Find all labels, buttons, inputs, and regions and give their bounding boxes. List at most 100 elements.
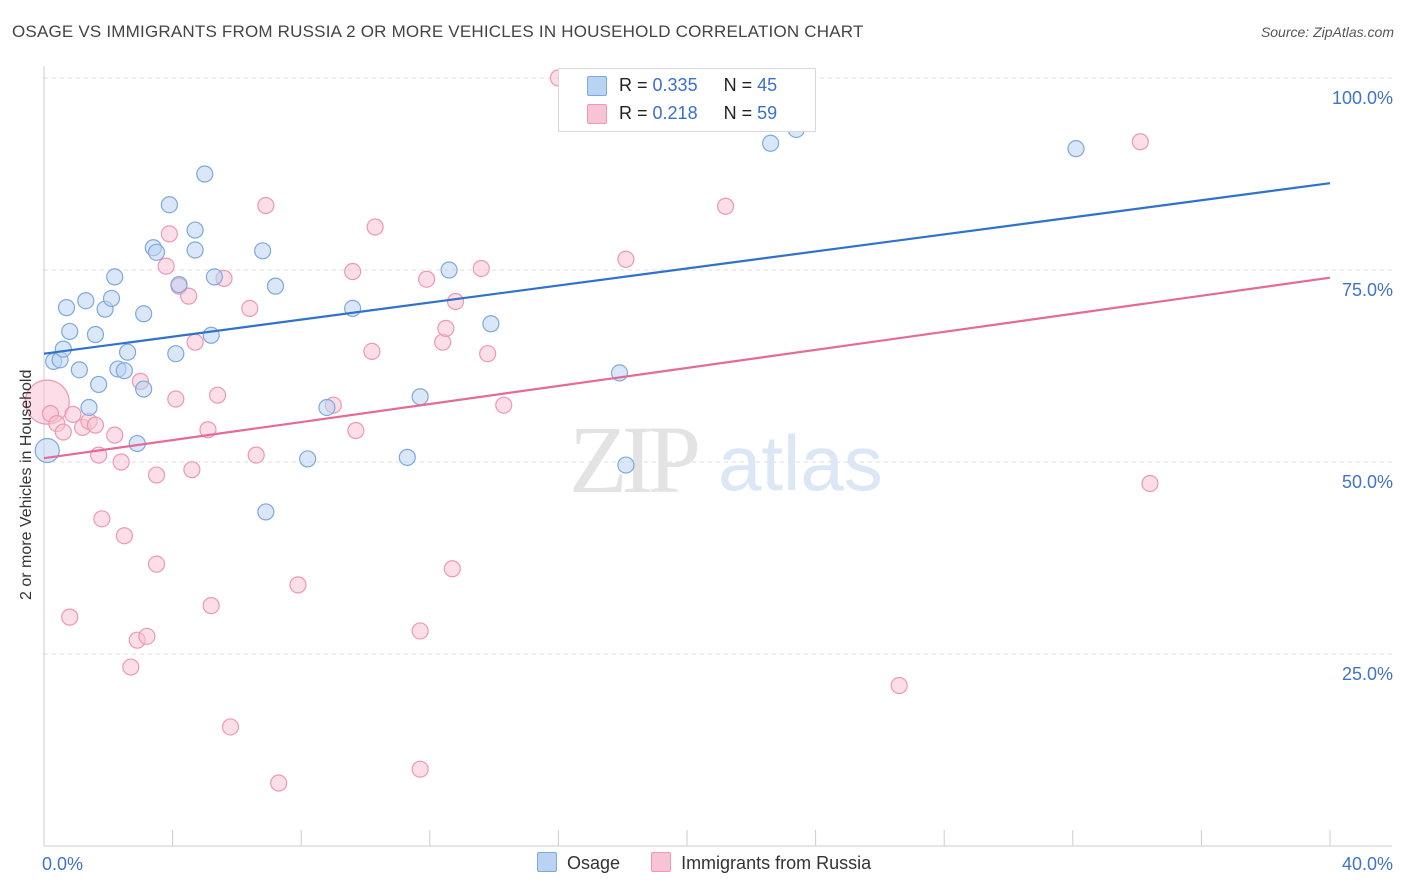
osage-point — [411, 388, 429, 406]
russia-point — [61, 608, 79, 626]
russia-point — [183, 461, 201, 479]
stats-legend: R = 0.335 N = 45 R = 0.218 N = 59 — [558, 68, 816, 132]
russia-point — [1131, 133, 1149, 151]
osage-point — [135, 305, 153, 323]
y-tick-label: 50.0% — [1342, 472, 1393, 492]
russia-point — [1141, 474, 1159, 493]
y-tick-label: 25.0% — [1342, 664, 1393, 684]
osage-point — [170, 275, 188, 294]
legend-osage-r-value: 0.335 — [652, 75, 698, 95]
osage-point — [34, 437, 60, 464]
osage-point — [90, 375, 108, 394]
osage-point — [80, 398, 98, 417]
russia-point — [495, 396, 513, 414]
russia-point — [221, 718, 240, 736]
legend-osage-r-label: R = — [619, 75, 648, 95]
legend-osage-swatch — [587, 76, 607, 96]
osage-point — [266, 277, 285, 295]
osage-point — [57, 299, 76, 317]
legend-russia-n-value: 59 — [757, 103, 778, 123]
legend-item-osage-swatch — [537, 852, 557, 872]
y-axis-label: 2 or more Vehicles in Household — [18, 369, 35, 600]
osage-point — [70, 361, 88, 379]
legend-item-russia-label: Immigrants from Russia — [681, 853, 872, 873]
osage-point — [77, 292, 95, 310]
russia-point — [241, 299, 259, 317]
series-russia-points — [24, 69, 1159, 792]
osage-point — [54, 340, 72, 358]
russia-point — [157, 257, 175, 275]
russia-point — [180, 287, 198, 305]
series-osage-points — [34, 120, 1085, 521]
russia-point — [147, 555, 166, 573]
russia-point — [247, 446, 265, 464]
tick-labels: 25.0% 50.0% 75.0% 100.0% 0.0% 40.0% — [42, 88, 1393, 874]
watermark-atlas: atlas — [718, 419, 883, 507]
x-tick-label: 0.0% — [42, 854, 83, 874]
legend-russia-n-label: N = — [723, 103, 753, 123]
russia-trend-line — [43, 276, 1331, 460]
russia-point — [472, 259, 490, 278]
russia-point — [106, 426, 124, 444]
russia-point — [411, 760, 429, 778]
osage-point — [196, 165, 214, 183]
russia-point — [115, 527, 133, 545]
russia-point — [257, 196, 275, 215]
russia-point — [86, 416, 105, 434]
osage-point — [318, 398, 336, 417]
osage-point — [482, 315, 500, 333]
russia-point — [289, 576, 307, 594]
russia-point — [890, 676, 908, 695]
osage-point — [440, 261, 458, 279]
osage-point — [398, 448, 416, 466]
watermark: ZIP atlas — [569, 406, 883, 513]
russia-point — [344, 262, 362, 281]
russia-point — [93, 510, 111, 528]
osage-point — [86, 325, 105, 344]
osage-point — [205, 268, 223, 286]
russia-point — [122, 658, 140, 676]
legend-osage-row: R = 0.335 N = 45 — [619, 75, 777, 97]
osage-point — [1067, 140, 1085, 158]
osage-point — [299, 450, 317, 468]
chart-title: OSAGE VS IMMIGRANTS FROM RUSSIA 2 OR MOR… — [12, 22, 864, 41]
russia-point — [716, 197, 735, 215]
russia-point — [138, 627, 156, 645]
osage-point — [202, 326, 220, 344]
russia-point — [446, 292, 465, 311]
gridlines — [44, 77, 1392, 655]
chart-source: Source: ZipAtlas.com — [1260, 24, 1394, 40]
russia-point — [202, 597, 220, 615]
legend-russia-r-value: 0.218 — [652, 103, 698, 123]
osage-point — [118, 343, 137, 361]
russia-point — [160, 225, 178, 243]
osage-point — [61, 322, 79, 341]
legend-russia-r-label: R = — [619, 103, 648, 123]
russia-point — [411, 622, 429, 640]
russia-point — [363, 342, 381, 361]
russia-point — [479, 345, 497, 363]
russia-point — [147, 466, 166, 484]
y-tick-label: 100.0% — [1332, 88, 1393, 108]
legend-item-russia: Immigrants from Russia — [651, 852, 871, 874]
osage-point — [257, 503, 275, 521]
osage-point — [147, 243, 166, 261]
osage-point — [106, 268, 124, 286]
osage-point — [186, 241, 204, 259]
osage-point — [167, 345, 185, 363]
osage-point — [761, 134, 780, 152]
osage-point — [617, 456, 635, 474]
russia-point — [347, 421, 365, 440]
russia-point — [443, 560, 461, 578]
russia-point — [366, 218, 384, 236]
osage-trend-line — [43, 182, 1331, 355]
series-legend: Osage Immigrants from Russia — [537, 852, 897, 874]
russia-point — [417, 270, 436, 288]
russia-point — [617, 250, 635, 268]
legend-osage-n-label: N = — [723, 75, 753, 95]
legend-osage-n-value: 45 — [757, 75, 778, 95]
russia-point — [186, 333, 204, 351]
osage-point — [135, 380, 153, 398]
russia-point — [437, 319, 455, 337]
